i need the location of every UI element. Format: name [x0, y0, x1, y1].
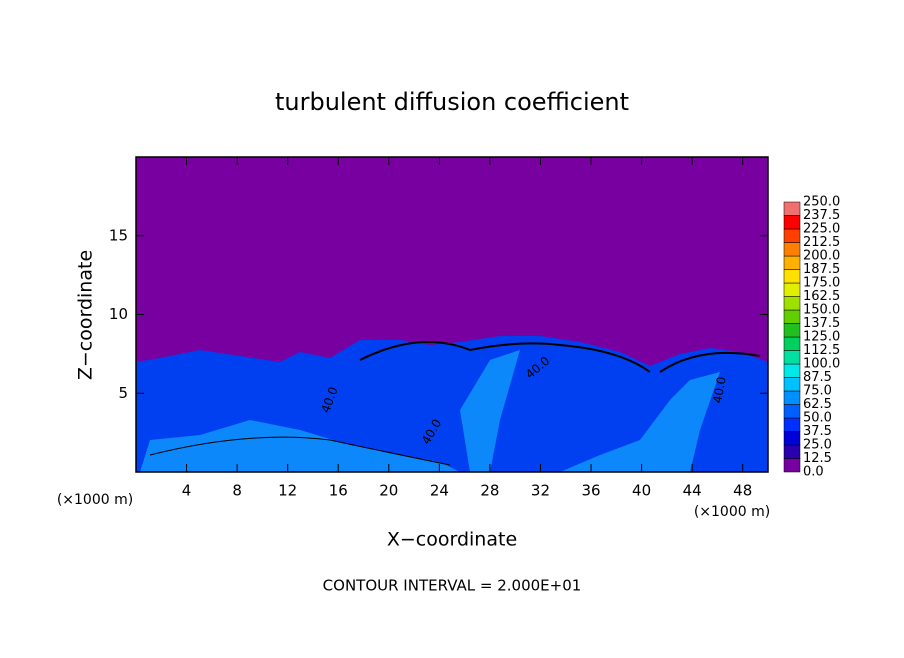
- contour-line: [149, 436, 451, 466]
- x-tick-label: 12: [278, 482, 297, 500]
- contour-label: 40.0: [710, 376, 728, 405]
- colorbar-label: 25.0: [803, 438, 832, 453]
- colorbar-band: [783, 282, 801, 297]
- colorbar-label: 62.5: [803, 397, 832, 412]
- x-unit-label: (×1000 m): [57, 492, 133, 508]
- colorbar-label: 212.5: [803, 235, 840, 250]
- colorbar-label: 125.0: [803, 330, 840, 345]
- x-tick-label: 48: [733, 482, 752, 500]
- x-tick-label: 20: [379, 482, 398, 500]
- colorbar-band: [783, 201, 801, 216]
- x-tick-label: 44: [683, 482, 702, 500]
- colorbar-label: 0.0: [803, 465, 824, 480]
- x-tick-label: 32: [531, 482, 550, 500]
- colorbar-band: [783, 336, 801, 351]
- colorbar-label: 200.0: [803, 249, 840, 264]
- colorbar-label: 100.0: [803, 357, 840, 372]
- colorbar-band: [783, 404, 801, 419]
- colorbar-band: [783, 269, 801, 284]
- footer-note: CONTOUR INTERVAL = 2.000E+01: [323, 577, 582, 595]
- x-tick-label: 4: [182, 482, 192, 500]
- chart-title: turbulent diffusion coefficient: [275, 88, 629, 116]
- x-unit-label: (×1000 m): [694, 504, 770, 520]
- x-tick-label: 24: [430, 482, 449, 500]
- colorbar-band: [783, 215, 801, 230]
- colorbar-label: 237.5: [803, 208, 840, 223]
- x-tick-label: 40: [632, 482, 651, 500]
- colorbar-label: 37.5: [803, 424, 832, 439]
- x-axis-label: X−coordinate: [387, 529, 517, 551]
- colorbar-band: [783, 228, 801, 243]
- colorbar-band: [783, 296, 801, 311]
- x-tick-label: 36: [581, 482, 600, 500]
- colorbar-band: [783, 458, 801, 473]
- colorbar-label: 150.0: [803, 303, 840, 318]
- x-tick-label: 8: [232, 482, 242, 500]
- colorbar-label: 50.0: [803, 411, 832, 426]
- y-axis-label: Z−coordinate: [75, 250, 97, 380]
- colorbar-label: 112.5: [803, 343, 840, 358]
- colorbar-label: 187.5: [803, 262, 840, 277]
- contour-line: [659, 351, 761, 373]
- y-tick-label: 10: [109, 305, 128, 323]
- colorbar-label: 162.5: [803, 289, 840, 304]
- colorbar-label: 12.5: [803, 451, 832, 466]
- colorbar-band: [783, 350, 801, 365]
- colorbar-band: [783, 417, 801, 432]
- colorbar-band: [783, 377, 801, 392]
- colorbar-band: [783, 431, 801, 446]
- colorbar-band: [783, 390, 801, 405]
- colorbar-band: [783, 255, 801, 270]
- colorbar-band: [783, 323, 801, 338]
- colorbar-band: [783, 363, 801, 378]
- colorbar-label: 87.5: [803, 370, 832, 385]
- colorbar-label: 75.0: [803, 384, 832, 399]
- colorbar-band: [783, 309, 801, 324]
- y-tick-label: 5: [118, 384, 128, 402]
- colorbar-band: [783, 444, 801, 459]
- colorbar-label: 175.0: [803, 276, 840, 291]
- contour-line: [359, 341, 651, 373]
- colorbar-label: 137.5: [803, 316, 840, 331]
- x-tick-label: 16: [329, 482, 348, 500]
- x-tick-label: 28: [480, 482, 499, 500]
- colorbar-label: 250.0: [803, 195, 840, 210]
- y-tick-label: 15: [109, 226, 128, 244]
- colorbar-band: [783, 242, 801, 257]
- colorbar-label: 225.0: [803, 222, 840, 237]
- field-region: [140, 350, 720, 472]
